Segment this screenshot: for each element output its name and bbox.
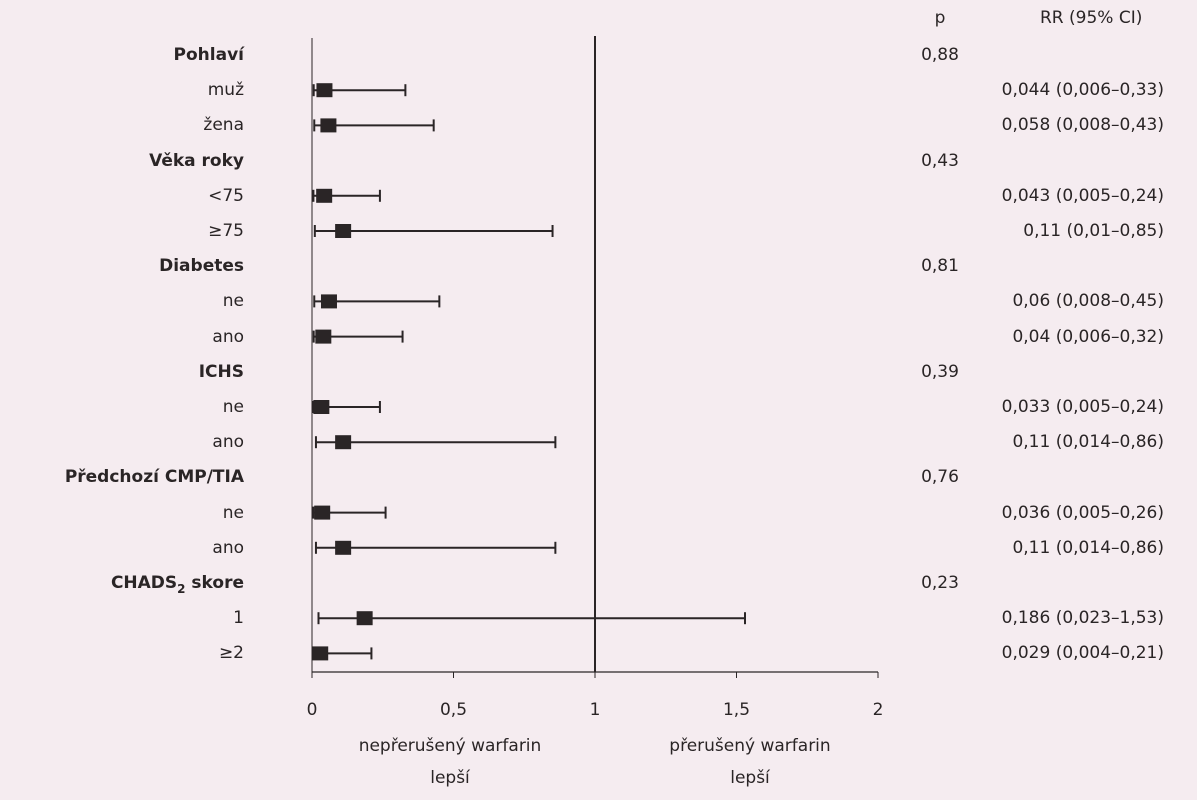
rr-ci-text: 0,058 (0,008–0,43) (1001, 115, 1164, 136)
rr-ci-text: 0,029 (0,004–0,21) (1001, 643, 1164, 664)
point-estimate (315, 329, 332, 344)
p-value: 0,81 (921, 256, 959, 277)
row-label: ne (223, 503, 244, 523)
x-label-right-line1: přerušený warfarin (669, 736, 831, 756)
row-label-text: Věka roky (149, 150, 244, 171)
row-label-text: CHADS (110, 573, 178, 593)
rr-ci-text: 0,04 (0,006–0,32) (1012, 326, 1164, 347)
p-value: 0,88 (921, 45, 959, 65)
rr-ci-text: 0,11 (0,014–0,86) (1012, 432, 1164, 453)
row-label: 1 (233, 608, 244, 628)
rr-ci-text: 0,036 (0,005–0,26) (1001, 502, 1164, 523)
rr-ci-text: 0,11 (0,014–0,86) (1012, 537, 1164, 558)
rr-ci-text: 0,033 (0,005–0,24) (1001, 397, 1164, 417)
point-estimate (314, 505, 331, 520)
x-tick-label: 1 (590, 700, 601, 720)
point-estimate (356, 611, 373, 626)
point-estimate (335, 224, 352, 238)
row-label-text: muž (207, 80, 244, 101)
p-value: 0,43 (921, 150, 959, 171)
row-label-text: ne (222, 502, 244, 523)
row-label: ≥75 (208, 221, 244, 241)
row-label: ano (212, 327, 244, 347)
row-label: ne (223, 397, 244, 417)
x-label-right-line2: lepší (730, 768, 770, 788)
row-label-text: <75 (208, 185, 244, 206)
rr-ci-text: 0,11 (0,01–0,85) (1023, 221, 1164, 241)
row-label-text: 1 (233, 608, 244, 629)
row-label-text: Diabetes (159, 256, 244, 277)
row-label-text: Pohlaví (173, 45, 244, 65)
row-label-text: žena (203, 115, 244, 136)
row-label-text: ≥75 (208, 221, 244, 241)
row-label: žena (203, 115, 244, 135)
row-label: muž (208, 80, 244, 100)
point-estimate (312, 646, 329, 661)
p-value: 0,39 (921, 361, 959, 382)
row-label-subscript: 2 (177, 582, 186, 596)
point-estimate (316, 83, 333, 98)
group-label: ICHS (199, 362, 244, 382)
row-label-text: Předchozí CMP/TIA (64, 467, 244, 488)
row-label: ne (223, 291, 244, 311)
rr-ci-text: 0,044 (0,006–0,33) (1001, 80, 1164, 101)
rr-ci-text: 0,06 (0,008–0,45) (1012, 291, 1164, 312)
p-column-header: p (934, 8, 946, 28)
group-label: Pohlaví (174, 45, 244, 65)
group-label: Věka roky (149, 151, 244, 171)
row-label-text: ne (222, 397, 244, 417)
row-label-text: ano (212, 432, 244, 453)
point-estimate (335, 540, 352, 555)
row-label-text: ano (212, 326, 244, 347)
point-estimate (313, 400, 330, 414)
rr-ci-text: 0,043 (0,005–0,24) (1001, 185, 1164, 206)
point-estimate (320, 118, 337, 133)
group-label: Předchozí CMP/TIA (65, 467, 244, 487)
row-label-text: ≥2 (218, 643, 244, 664)
row-label-text: ne (222, 291, 244, 312)
x-tick-label: 0 (307, 700, 318, 720)
row-label-text: ano (212, 537, 244, 558)
p-value: 0,23 (921, 573, 959, 593)
point-estimate (320, 294, 337, 309)
x-tick-label: 2 (873, 700, 884, 720)
rr-column-header: RR (95% CI) (1040, 8, 1143, 28)
x-label-left: nepřerušený warfarin lepší (330, 730, 570, 794)
point-estimate (316, 188, 333, 203)
row-label: ano (212, 538, 244, 558)
x-label-right: přerušený warfarin lepší (630, 730, 870, 794)
row-label: ano (212, 432, 244, 452)
row-label: ≥2 (219, 643, 244, 663)
p-value: 0,76 (921, 467, 959, 488)
row-label-text: ICHS (198, 361, 244, 382)
group-label: CHADS2 skore (111, 573, 244, 599)
group-label: Diabetes (159, 256, 244, 276)
row-label: <75 (208, 186, 244, 206)
row-label-suffix: skore (185, 573, 244, 593)
rr-ci-text: 0,186 (0,023–1,53) (1001, 608, 1164, 629)
x-tick-label: 1,5 (723, 700, 750, 720)
x-label-left-line2: lepší (430, 768, 470, 788)
x-tick-label: 0,5 (440, 700, 467, 720)
point-estimate (335, 435, 352, 450)
x-label-left-line1: nepřerušený warfarin (358, 736, 542, 756)
